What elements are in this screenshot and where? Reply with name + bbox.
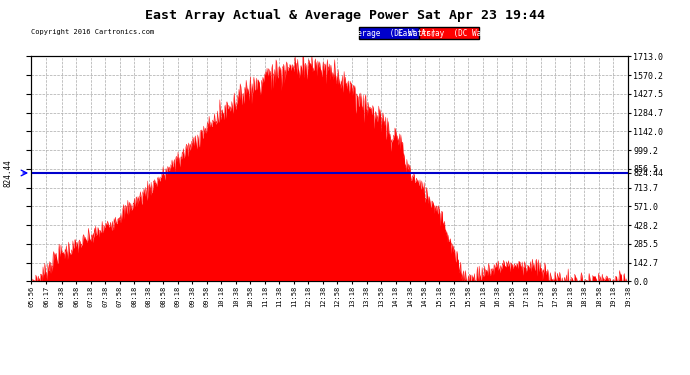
Text: Copyright 2016 Cartronics.com: Copyright 2016 Cartronics.com [31,29,155,35]
FancyBboxPatch shape [419,27,479,39]
Text: Average  (DC Watts): Average (DC Watts) [348,28,436,38]
Text: 824.44: 824.44 [3,159,12,187]
Text: East Array  (DC Watts): East Array (DC Watts) [398,28,500,38]
Text: East Array Actual & Average Power Sat Apr 23 19:44: East Array Actual & Average Power Sat Ap… [145,9,545,22]
FancyBboxPatch shape [359,27,419,39]
